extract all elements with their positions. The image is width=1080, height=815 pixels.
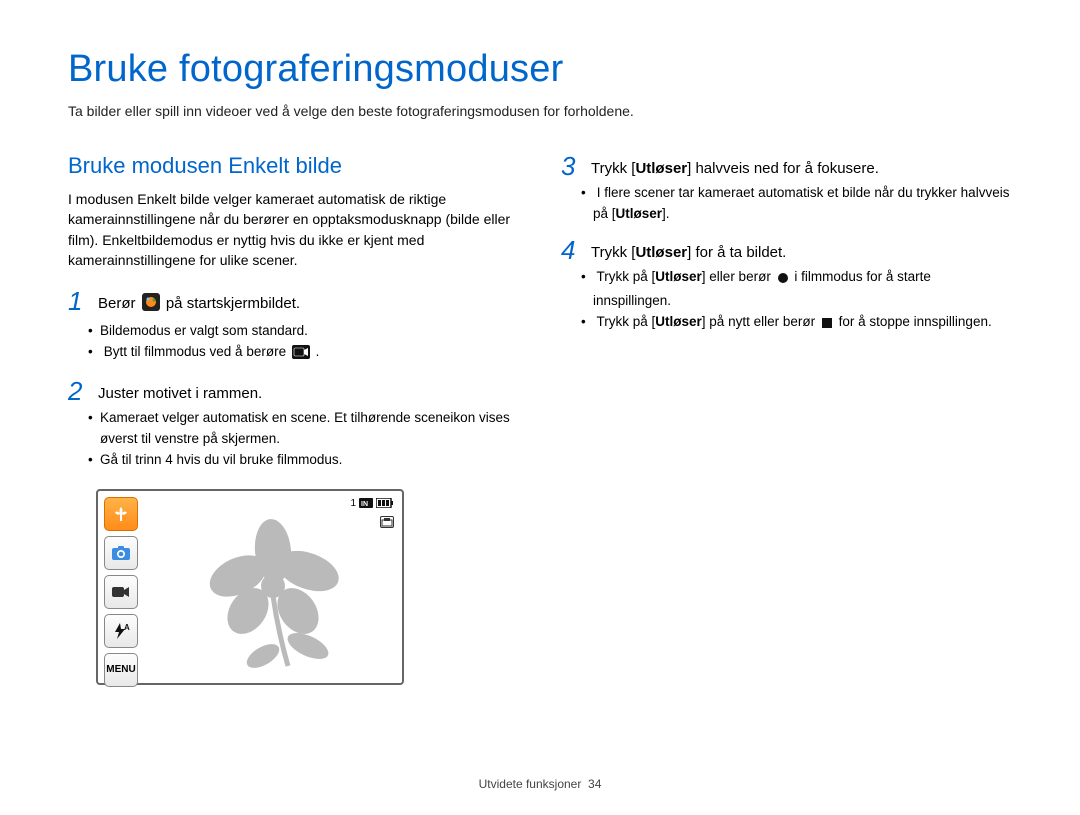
step-2-bullets: Kameraet velger automatisk en scene. Et …	[68, 408, 519, 471]
bullet: I flere scener tar kameraet automatisk e…	[593, 183, 1012, 225]
text: Berør	[98, 295, 140, 312]
text: Trykk på [	[597, 314, 656, 329]
step-number: 1	[68, 288, 94, 314]
page-subtitle: Ta bilder eller spill inn videoer ved å …	[68, 103, 1012, 119]
text: ] eller berør	[702, 269, 775, 284]
step-4-bullets: Trykk på [Utløser] eller berør i filmmod…	[561, 267, 1012, 336]
page-footer: Utvidete funksjoner 34	[0, 777, 1080, 791]
battery-icon	[376, 498, 394, 508]
camera-screen-illustration: A MENU 1 IN	[96, 489, 404, 685]
stop-icon	[821, 315, 833, 336]
text: ] på nytt eller berør	[702, 314, 819, 329]
bullet: Bytt til filmmodus ved å berøre .	[100, 342, 519, 366]
bullet: Bildemodus er valgt som standard.	[100, 321, 519, 342]
step-text: Berør på startskjermbildet.	[98, 288, 300, 317]
step-number: 3	[561, 153, 587, 179]
text: ].	[662, 206, 670, 221]
step-1: 1 Berør på startskjermbildet.	[68, 288, 519, 317]
text: Bytt til filmmodus ved å berøre	[104, 344, 290, 359]
step-number: 2	[68, 378, 94, 404]
memory-icon: IN	[359, 498, 373, 508]
flash-button: A	[104, 614, 138, 648]
text: ] halvveis ned for å fokusere.	[687, 160, 879, 177]
text-bold: Utløser	[635, 160, 687, 177]
screen-status: 1 IN	[350, 498, 394, 509]
bullet: Gå til trinn 4 hvis du vil bruke filmmod…	[100, 450, 519, 471]
step-2: 2 Juster motivet i rammen.	[68, 378, 519, 404]
step-number: 4	[561, 237, 587, 263]
page-title: Bruke fotograferingsmoduser	[68, 48, 1012, 91]
step-text: Trykk [Utløser] for å ta bildet.	[591, 237, 786, 263]
text: Bildemodus er valgt som standard.	[100, 323, 308, 338]
text: for å stoppe innspillingen.	[839, 314, 992, 329]
macro-button	[104, 497, 138, 531]
screen-buttons: A MENU	[104, 497, 138, 687]
text: ] for å ta bildet.	[687, 244, 786, 261]
record-icon	[777, 270, 789, 291]
text-bold: Utløser	[655, 269, 702, 284]
left-column: Bruke modusen Enkelt bilde I modusen Enk…	[68, 153, 519, 685]
photo-button	[104, 536, 138, 570]
video-button	[104, 575, 138, 609]
page-number: 34	[588, 777, 601, 791]
step-text: Juster motivet i rammen.	[98, 378, 262, 404]
footer-text: Utvidete funksjoner	[479, 777, 582, 791]
section-title: Bruke modusen Enkelt bilde	[68, 153, 519, 179]
section-body: I modusen Enkelt bilde velger kameraet a…	[68, 189, 519, 270]
step-1-bullets: Bildemodus er valgt som standard. Bytt t…	[68, 321, 519, 366]
frame-icon	[380, 516, 394, 528]
text: Trykk [	[591, 160, 635, 177]
text-bold: Utløser	[635, 244, 687, 261]
bullet: Trykk på [Utløser] på nytt eller berør f…	[593, 312, 1012, 336]
bullet: Kameraet velger automatisk en scene. Et …	[100, 408, 519, 450]
text-bold: Utløser	[655, 314, 702, 329]
step-4: 4 Trykk [Utløser] for å ta bildet.	[561, 237, 1012, 263]
menu-button: MENU	[104, 653, 138, 687]
right-column: 3 Trykk [Utløser] halvveis ned for å fok…	[561, 153, 1012, 685]
bullet: Trykk på [Utløser] eller berør i filmmod…	[593, 267, 1012, 312]
film-icon	[292, 345, 310, 366]
text: 1	[350, 498, 356, 509]
mode-icon	[142, 293, 160, 317]
svg-text:A: A	[124, 623, 130, 632]
text: på startskjermbildet.	[166, 295, 300, 312]
svg-text:IN: IN	[361, 501, 368, 508]
step-3: 3 Trykk [Utløser] halvveis ned for å fok…	[561, 153, 1012, 179]
text-bold: Utløser	[616, 206, 663, 221]
step-3-bullets: I flere scener tar kameraet automatisk e…	[561, 183, 1012, 225]
text: Trykk [	[591, 244, 635, 261]
text: Trykk på [	[597, 269, 656, 284]
text: .	[316, 344, 320, 359]
step-text: Trykk [Utløser] halvveis ned for å fokus…	[591, 153, 879, 179]
flower-illustration	[193, 516, 373, 676]
